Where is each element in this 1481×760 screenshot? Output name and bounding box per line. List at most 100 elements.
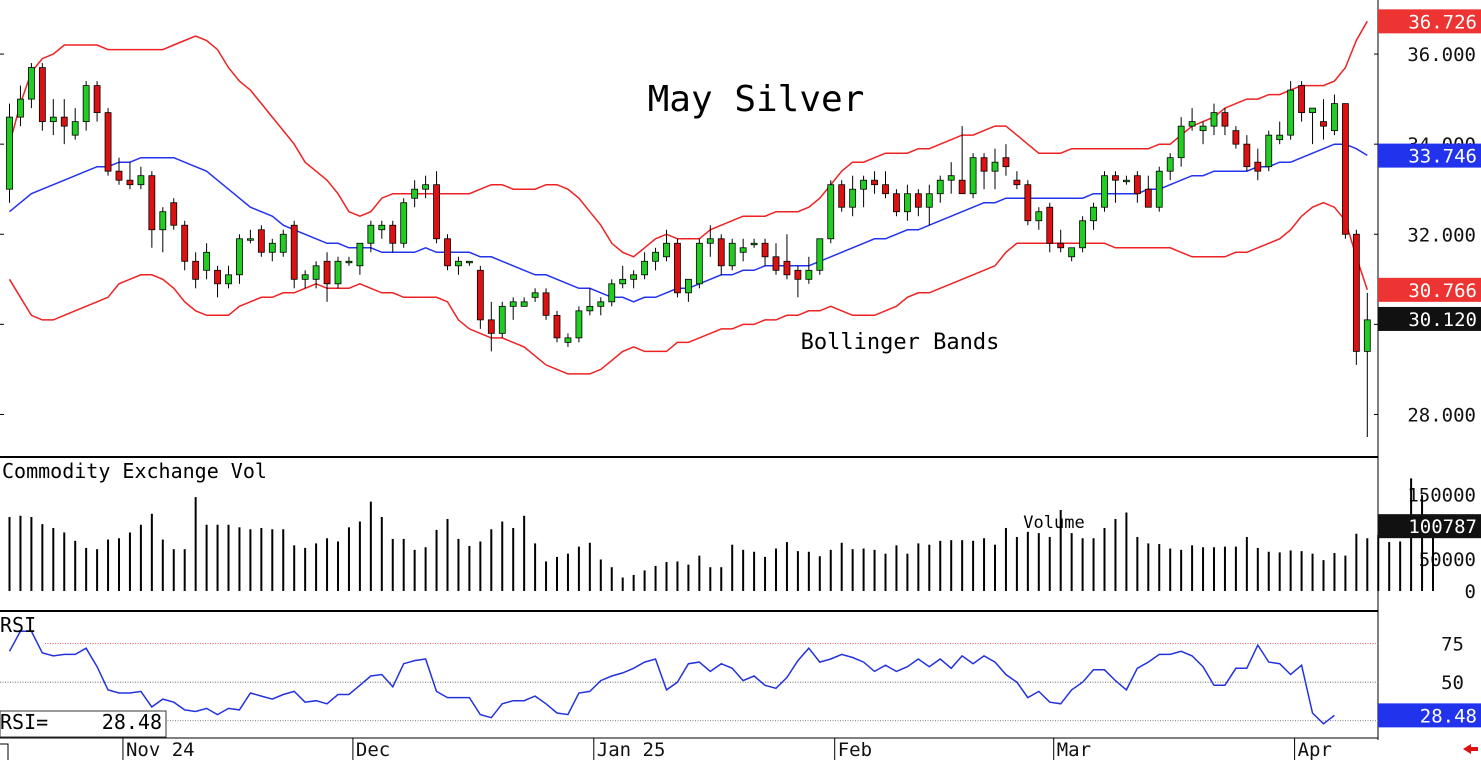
candle-up: [520, 297, 528, 307]
candle-body: [367, 224, 375, 244]
candle-body: [652, 251, 659, 262]
candle-up: [225, 265, 232, 289]
candle-body: [323, 260, 331, 285]
scroll-left-arrow-icon[interactable]: [1463, 744, 1478, 754]
candle-up: [1210, 103, 1218, 136]
candle-body: [893, 193, 900, 213]
date-tick-label: Feb: [838, 739, 872, 760]
candle-up: [739, 238, 747, 262]
candle-body: [290, 224, 298, 280]
candle-body: [170, 202, 178, 226]
candle-up: [1276, 121, 1284, 145]
candle-up: [49, 99, 57, 136]
candle-down: [38, 63, 46, 131]
candle-up: [6, 103, 13, 203]
candle-up: [630, 270, 638, 289]
candle-up: [159, 207, 167, 253]
candle-up: [641, 252, 648, 280]
candle-body: [1309, 107, 1316, 114]
lower-band-tag-text: 30.766: [1408, 280, 1477, 302]
candle-up: [1331, 94, 1338, 136]
candle-body: [695, 242, 703, 285]
candle-body: [553, 314, 561, 339]
candle-up: [71, 108, 79, 140]
candle-up: [849, 175, 857, 217]
candle-body: [214, 269, 221, 285]
candle-down: [761, 238, 769, 266]
candle-body: [444, 238, 451, 267]
volume-tick-label: 50000: [1419, 549, 1476, 571]
candle-down: [958, 126, 966, 195]
lower-band-tag: 30.766: [1378, 277, 1481, 302]
rsi-tick-label: 75: [1441, 634, 1464, 656]
candle-body: [246, 238, 254, 241]
candle-down: [487, 301, 495, 352]
candle-down: [181, 220, 189, 271]
candle-body: [586, 305, 594, 312]
candle-body: [1144, 188, 1152, 208]
candle-body: [279, 233, 287, 253]
candle-body: [925, 193, 933, 208]
candle-up: [695, 238, 703, 289]
candle-body: [1199, 125, 1207, 132]
candle-body: [936, 179, 944, 195]
candle-body: [60, 116, 68, 127]
candle-body: [969, 157, 977, 195]
candle-body: [1243, 143, 1251, 168]
candle-up: [1123, 175, 1130, 185]
candle-body: [783, 260, 791, 276]
candle-body: [1331, 103, 1338, 132]
price-tick-label: 36.000: [1407, 44, 1476, 66]
middle-band-tag: 33.746: [1378, 143, 1481, 168]
volume-last-tag-box: [1378, 514, 1481, 539]
candle-body: [1342, 103, 1349, 235]
candle-body: [1320, 121, 1327, 127]
candle-down: [1057, 229, 1065, 253]
candle-body: [181, 224, 189, 262]
candle-up: [279, 229, 287, 257]
candle-body: [1002, 157, 1010, 168]
last-close-tag-text: 30.120: [1408, 309, 1477, 331]
candle-down: [214, 265, 221, 298]
candle-down: [871, 171, 878, 194]
candle-up: [203, 243, 211, 280]
candle-body: [1068, 247, 1076, 258]
rsi-tick-label: 50: [1441, 672, 1464, 694]
candle-body: [1298, 85, 1305, 114]
candle-body: [663, 242, 670, 258]
candle-up: [422, 175, 430, 199]
candle-up: [268, 238, 276, 262]
candle-down: [893, 189, 900, 217]
candle-body: [674, 242, 681, 294]
candle-down: [674, 238, 681, 298]
rsi-panel-title: RSI: [0, 613, 36, 637]
candle-body: [947, 175, 955, 181]
candle-up: [947, 162, 955, 194]
candle-body: [761, 242, 769, 258]
candle-up: [246, 229, 254, 244]
candle-body: [487, 319, 495, 334]
candle-up: [860, 175, 867, 208]
candle-body: [433, 184, 440, 240]
candle-body: [630, 274, 638, 280]
candle-up: [1101, 171, 1108, 212]
candle-up: [17, 85, 24, 127]
middle-band-tag-text: 33.746: [1408, 146, 1477, 168]
candle-body: [772, 256, 780, 271]
candle-down: [148, 171, 156, 248]
candle-body: [115, 170, 123, 181]
candle-up: [904, 184, 911, 221]
rsi-last-tag-text: 28.48: [1420, 705, 1477, 727]
candle-up: [531, 288, 539, 302]
candle-body: [71, 121, 79, 136]
candle-body: [192, 260, 200, 280]
rsi-readout-prefix: RSI=: [0, 710, 48, 734]
volume-tick-label: 150000: [1407, 485, 1476, 507]
candle-up: [652, 247, 659, 271]
candle-body: [345, 260, 353, 264]
candle-body: [378, 224, 386, 231]
volume-last-tag: 100787: [1378, 514, 1481, 539]
candle-up: [334, 256, 342, 289]
candle-body: [1101, 175, 1108, 208]
